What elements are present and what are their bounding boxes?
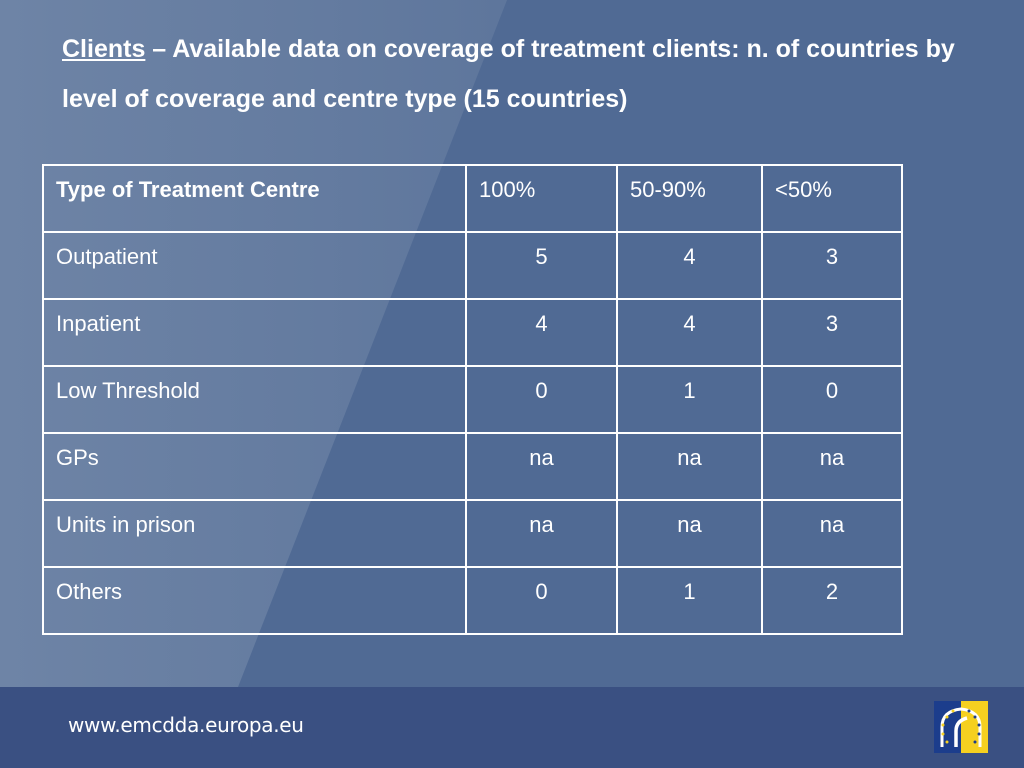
row-label: Low Threshold: [42, 365, 467, 434]
table-row: Others 0 1 2: [42, 566, 903, 635]
table-cell: 3: [761, 231, 903, 300]
table-row: GPs na na na: [42, 432, 903, 501]
table-cell: na: [761, 499, 903, 568]
emcdda-logo-icon: [934, 701, 988, 753]
table-cell: na: [465, 499, 618, 568]
table-cell: na: [616, 432, 763, 501]
table-cell: 2: [761, 566, 903, 635]
coverage-table: Type of Treatment Centre 100% 50-90% <50…: [42, 164, 903, 635]
table-row: Low Threshold 0 1 0: [42, 365, 903, 434]
table-cell: 4: [616, 298, 763, 367]
row-label: Outpatient: [42, 231, 467, 300]
header-cell: Type of Treatment Centre: [42, 164, 467, 233]
table-cell: 0: [465, 566, 618, 635]
table-row: Inpatient 4 4 3: [42, 298, 903, 367]
table-header-row: Type of Treatment Centre 100% 50-90% <50…: [42, 164, 903, 233]
row-label: GPs: [42, 432, 467, 501]
title-lead: Clients: [62, 35, 146, 63]
header-cell: 50-90%: [616, 164, 763, 233]
table-cell: 4: [465, 298, 618, 367]
row-label: Units in prison: [42, 499, 467, 568]
row-label: Others: [42, 566, 467, 635]
table-cell: 3: [761, 298, 903, 367]
table-cell: 5: [465, 231, 618, 300]
table-cell: na: [465, 432, 618, 501]
table-cell: na: [616, 499, 763, 568]
table-cell: na: [761, 432, 903, 501]
title-text: – Available data on coverage of treatmen…: [62, 35, 955, 113]
table-row: Outpatient 5 4 3: [42, 231, 903, 300]
header-cell: <50%: [761, 164, 903, 233]
table-cell: 0: [465, 365, 618, 434]
row-label: Inpatient: [42, 298, 467, 367]
table-cell: 4: [616, 231, 763, 300]
table-cell: 1: [616, 566, 763, 635]
footer-url-link[interactable]: www.emcdda.europa.eu: [68, 713, 304, 737]
table-row: Units in prison na na na: [42, 499, 903, 568]
slide-title: Clients – Available data on coverage of …: [62, 24, 962, 124]
footer-bar: www.emcdda.europa.eu: [0, 687, 1024, 768]
header-cell: 100%: [465, 164, 618, 233]
table-cell: 1: [616, 365, 763, 434]
table-cell: 0: [761, 365, 903, 434]
